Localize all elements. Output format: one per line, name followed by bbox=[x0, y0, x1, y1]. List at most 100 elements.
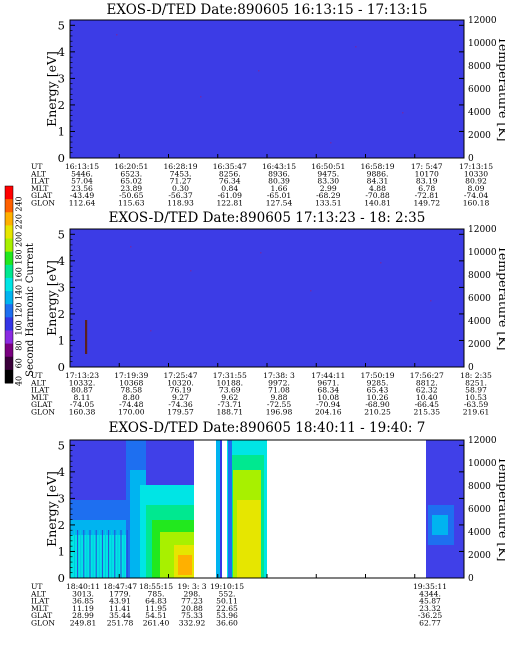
orbit-row-value: -61.09 bbox=[218, 191, 242, 200]
orbit-row-value: 19:35:11 bbox=[413, 582, 447, 591]
orbit-row-value: 204.16 bbox=[315, 408, 342, 417]
orbit-row-value: 28.99 bbox=[72, 611, 94, 620]
colorbar-tick-label: 40 bbox=[15, 376, 24, 386]
orbit-row-value: 23.56 bbox=[71, 184, 93, 193]
spectrogram-stripe bbox=[111, 530, 113, 578]
orbit-row-value: 36.60 bbox=[216, 619, 238, 628]
colorbar-tick-label: 80 bbox=[15, 341, 24, 351]
y2-tick-label: 12000 bbox=[468, 436, 497, 446]
orbit-row-value: 17:13:23 bbox=[65, 371, 99, 380]
spectrogram-cell bbox=[178, 555, 192, 575]
colorbar-tick-label: 140 bbox=[15, 285, 24, 300]
panel-3-ticks: 0 1 2 3 4 5 0 2000 4000 6000 8000 10000 12000 bbox=[58, 436, 497, 585]
orbit-row-value: 215.35 bbox=[413, 408, 440, 417]
spectrogram-stripe bbox=[117, 530, 119, 578]
orbit-row-name: GLON bbox=[31, 199, 55, 208]
spectrogram-stripe bbox=[120, 530, 122, 578]
orbit-row-value: 785. bbox=[148, 589, 165, 598]
colorbar-swatch bbox=[5, 225, 13, 240]
y2-tick-label: 2000 bbox=[468, 131, 491, 141]
orbit-row-value: 65.02 bbox=[120, 177, 142, 186]
noise-dot bbox=[330, 142, 332, 144]
orbit-row-value: -74.05 bbox=[70, 400, 94, 409]
colorbar-tick-label: 160 bbox=[15, 267, 24, 282]
orbit-row-value: 10.53 bbox=[465, 393, 487, 402]
panel-3-marks bbox=[70, 440, 464, 578]
orbit-row-name: MLT bbox=[31, 184, 48, 193]
panel-2-orbit-table: UT 17:13:23 17:19:39 17:25:47 17:31:55 17:38:… bbox=[30, 371, 492, 417]
orbit-row-value: 140.81 bbox=[364, 199, 391, 208]
orbit-row-value: 20.88 bbox=[181, 604, 203, 613]
orbit-row-value: -74.48 bbox=[119, 400, 143, 409]
orbit-row-value: -68.29 bbox=[316, 191, 340, 200]
orbit-row-value: 1779. bbox=[109, 589, 131, 598]
orbit-row-value: 19: 3: 3 bbox=[177, 582, 206, 591]
orbit-row-value: 58.97 bbox=[465, 386, 487, 395]
orbit-row-value: 10.08 bbox=[317, 393, 339, 402]
orbit-row-value: 50.11 bbox=[216, 597, 238, 606]
y-tick-label: 1 bbox=[58, 124, 65, 138]
noise-dot bbox=[130, 246, 132, 248]
colorbar-swatch bbox=[5, 277, 13, 292]
spectrogram-stripe bbox=[86, 530, 88, 578]
colorbar-tick-label: 200 bbox=[15, 232, 24, 247]
orbit-row-name: UT bbox=[31, 371, 42, 380]
orbit-row-value: 18:55:15 bbox=[139, 582, 173, 591]
orbit-row-value: 210.25 bbox=[364, 408, 391, 417]
orbit-row-value: 170.00 bbox=[118, 408, 145, 417]
colorbar-swatch bbox=[5, 304, 13, 318]
orbit-row-name: ALT bbox=[30, 169, 46, 178]
panel-1-marks bbox=[116, 34, 404, 144]
panel-1-title: EXOS-D/TED Date:890605 16:13:15 - 17:13:… bbox=[106, 2, 427, 18]
spectrogram-stripe bbox=[98, 530, 100, 578]
colorbar-tick-label: 240 bbox=[15, 196, 24, 211]
orbit-row-value: 188.71 bbox=[216, 408, 243, 417]
orbit-row-value: 10330 bbox=[464, 169, 488, 178]
colorbar-swatch bbox=[5, 330, 13, 345]
orbit-row-value: 160.38 bbox=[69, 408, 96, 417]
orbit-row-value: 16:20:51 bbox=[114, 162, 148, 171]
orbit-row-name: GLON bbox=[31, 619, 55, 628]
orbit-row-value: 219.61 bbox=[463, 408, 490, 417]
orbit-row-value: -73.71 bbox=[218, 400, 242, 409]
orbit-row-value: 68.34 bbox=[317, 386, 339, 395]
orbit-row-value: 18:40:11 bbox=[66, 582, 100, 591]
colorbar: 40 60 80 100 120 140 160 180 200 220 240 Second Har… bbox=[4, 185, 36, 386]
spectrogram-stripe bbox=[77, 530, 79, 578]
orbit-row-value: 9671. bbox=[317, 378, 339, 387]
orbit-row-value: 35.44 bbox=[109, 611, 131, 620]
orbit-row-value: 18: 2:35 bbox=[460, 371, 492, 380]
spectrogram-stripe bbox=[74, 530, 75, 578]
orbit-row-value: 17:25:47 bbox=[163, 371, 197, 380]
panel-3-orbit-table: UT 18:40:11 18:47:47 18:55:15 19: 3: 3 19:10:… bbox=[30, 582, 447, 628]
colorbar-label: Second Harmonic Current bbox=[25, 243, 36, 377]
orbit-row-value: -70.88 bbox=[365, 191, 389, 200]
noise-dot bbox=[310, 290, 312, 292]
orbit-row-value: 10188. bbox=[216, 378, 243, 387]
y2-tick-label: 8000 bbox=[468, 482, 491, 492]
orbit-row-value: 84.31 bbox=[367, 177, 389, 186]
y-tick-label: 4 bbox=[58, 45, 65, 59]
orbit-row-value: 127.54 bbox=[266, 199, 293, 208]
colorbar-swatch bbox=[5, 343, 13, 358]
colorbar-swatch bbox=[5, 264, 13, 279]
y2-tick-label: 10000 bbox=[468, 459, 497, 469]
orbit-row-value: 149.72 bbox=[413, 199, 440, 208]
y2-tick-label: 4000 bbox=[468, 528, 491, 538]
colorbar-frame bbox=[4, 185, 14, 384]
spectrogram-stripe bbox=[105, 530, 106, 578]
orbit-row-value: 62.32 bbox=[416, 386, 438, 395]
orbit-row-value: 10.40 bbox=[416, 393, 438, 402]
orbit-row-value: 73.69 bbox=[219, 386, 241, 395]
orbit-row-value: 71.08 bbox=[268, 386, 290, 395]
orbit-row-value: 10332. bbox=[69, 378, 96, 387]
y-tick-label: 5 bbox=[58, 227, 65, 241]
orbit-row-value: 17:44:11 bbox=[311, 371, 345, 380]
panel-2-plot-background bbox=[70, 229, 464, 367]
orbit-row-value: -68.90 bbox=[365, 400, 389, 409]
colorbar-swatch bbox=[5, 317, 13, 331]
colorbar-tick-label: 220 bbox=[15, 214, 24, 229]
orbit-row-value: 17:19:39 bbox=[114, 371, 148, 380]
colorbar-swatch bbox=[5, 238, 13, 253]
